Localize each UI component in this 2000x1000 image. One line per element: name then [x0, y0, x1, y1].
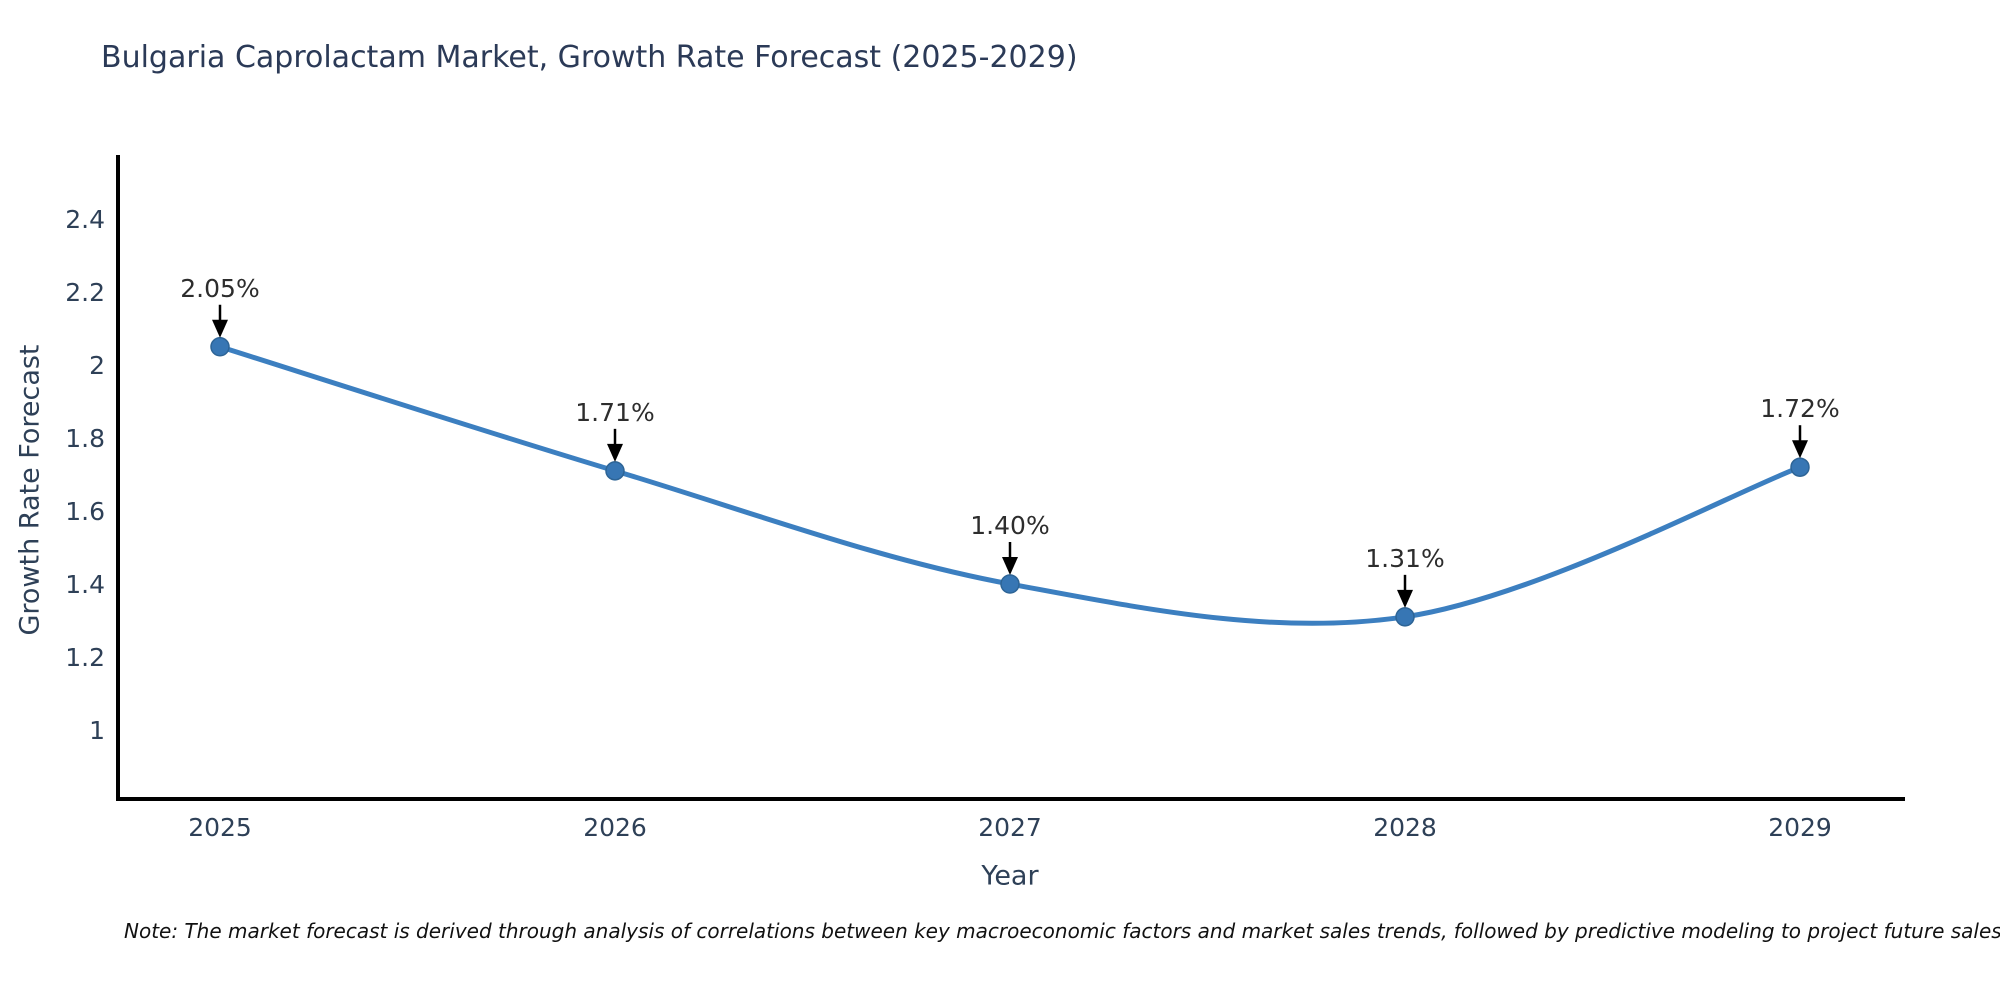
chart-title: Bulgaria Caprolactam Market, Growth Rate…	[101, 40, 1078, 75]
point-label-2029: 1.72%	[1760, 394, 1839, 423]
x-tick-label: 2027	[978, 813, 1042, 842]
data-point-2027	[1000, 574, 1020, 594]
point-label-2027: 1.40%	[970, 511, 1049, 540]
y-tick-label: 1.6	[65, 497, 105, 526]
annotation-arrow-head	[1397, 589, 1413, 608]
y-tick-label: 1	[89, 716, 105, 745]
point-label-2026: 1.71%	[575, 398, 654, 427]
x-tick-label: 2025	[188, 813, 252, 842]
footnote: Note: The market forecast is derived thr…	[124, 919, 2000, 943]
data-point-2028	[1395, 607, 1415, 627]
annotation-arrow-head	[607, 443, 623, 462]
x-axis-title: Year	[981, 860, 1039, 892]
x-tick-label: 2029	[1768, 813, 1832, 842]
y-tick-label: 2.2	[65, 278, 105, 307]
data-point-2026	[605, 461, 625, 481]
y-tick-label: 1.4	[65, 570, 105, 599]
annotation-arrow-head	[1792, 440, 1808, 459]
annotation-arrow-head	[1002, 557, 1018, 575]
y-tick-label: 1.2	[65, 643, 105, 672]
x-tick-label: 2028	[1373, 813, 1437, 842]
x-tick-label: 2026	[583, 813, 647, 842]
point-label-2028: 1.31%	[1365, 544, 1444, 573]
data-point-2029	[1790, 457, 1810, 477]
point-label-2025: 2.05%	[180, 274, 259, 303]
data-point-2025	[210, 337, 230, 357]
annotation-arrow-head	[212, 319, 228, 338]
y-tick-label: 1.8	[65, 424, 105, 453]
y-tick-label: 2	[89, 351, 105, 380]
y-tick-label: 2.4	[65, 205, 105, 234]
